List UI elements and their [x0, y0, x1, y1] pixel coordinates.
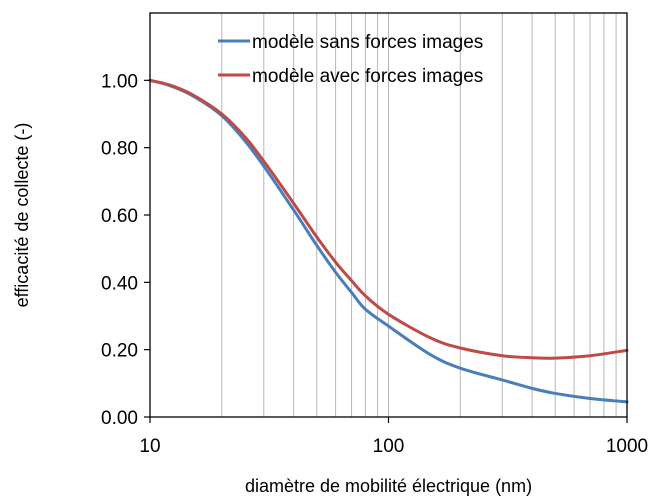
legend-label: modèle avec forces images	[252, 66, 483, 87]
y-tick-label: 0.00	[101, 408, 138, 429]
x-axis-title: diamètre de mobilité électrique (nm)	[245, 476, 532, 496]
y-tick-label: 0.40	[101, 273, 138, 294]
x-tick-label: 10	[139, 436, 160, 457]
y-axis-title: efficacité de collecte (-)	[12, 123, 32, 308]
x-tick-label: 100	[373, 436, 405, 457]
series-line-avec-forces-images	[148, 78, 629, 360]
y-tick-label: 0.80	[101, 139, 138, 160]
tick-layer: 0.00 0.20 0.40 0.60 0.80 1.00 10 100 1000	[101, 71, 648, 457]
legend: modèle sans forces images modèle avec for…	[218, 32, 483, 87]
series-layer	[148, 78, 629, 404]
y-tick-label: 0.20	[101, 341, 138, 362]
grid-layer	[221, 13, 617, 417]
y-tick-label: 0.60	[101, 206, 138, 227]
legend-label: modèle sans forces images	[252, 32, 483, 53]
x-tick-label: 1000	[606, 436, 648, 457]
y-tick-label: 1.00	[101, 71, 138, 92]
